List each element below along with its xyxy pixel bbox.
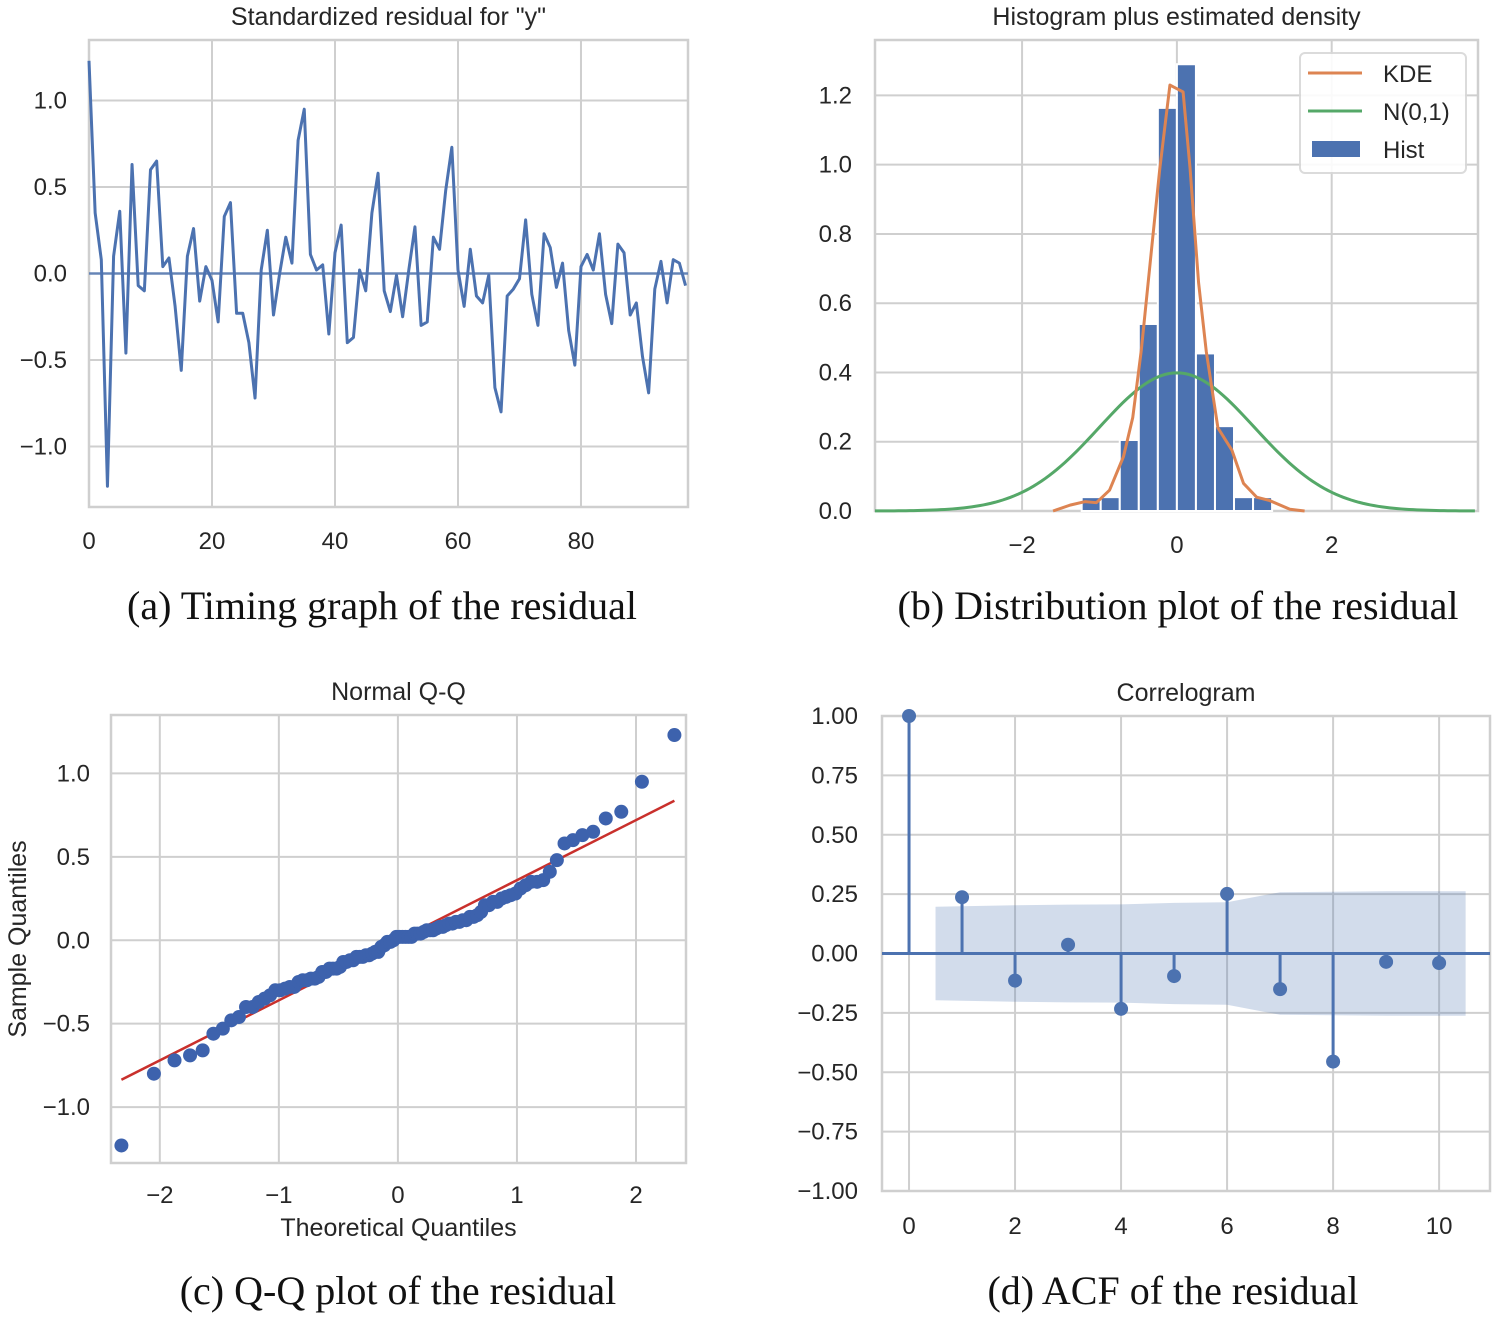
y-tick-label: −0.5: [43, 1011, 90, 1038]
y-tick-label: 0.2: [819, 429, 852, 456]
kde-line: [1052, 83, 1305, 513]
x-tick-label: 60: [445, 528, 472, 555]
x-tick-label: 2: [1008, 1213, 1021, 1240]
histogram-chart: −2 0 2 0.0 0.2 0.4 0.6 0.8 1.0 1.2 Histogram plus …: [819, 3, 1480, 559]
acf-marker: [902, 709, 917, 723]
qq-point: [167, 1053, 182, 1068]
y-tick-label: −1.00: [797, 1178, 858, 1205]
y-tick-label: 0.25: [811, 881, 858, 908]
y-tick-label: 0.0: [57, 927, 90, 954]
y-tick-label: 1.2: [819, 82, 852, 109]
y-tick-label: −0.50: [797, 1059, 858, 1086]
y-tick-label: 0.5: [34, 174, 67, 201]
histogram-bar: [1233, 496, 1255, 513]
residual-line-chart: 0 20 40 60 80 −1.0 −0.5 0.0 0.5 1.0 Standardized r…: [20, 3, 690, 555]
y-tick-label: −0.75: [797, 1119, 858, 1146]
qq-point: [598, 811, 613, 826]
acf-marker: [1008, 973, 1023, 988]
acf-chart: 0 2 4 6 8 10 −1.00 −0.75 −0.50 −0.25 0.00 0.25 0.50 0…: [797, 679, 1492, 1240]
qq-point: [575, 828, 590, 843]
y-tick-label: 0.00: [811, 941, 858, 968]
caption-b: (b) Distribution plot of the residual: [897, 583, 1459, 628]
chart-title: Correlogram: [1117, 679, 1256, 707]
acf-marker: [1061, 937, 1076, 952]
acf-marker: [1273, 982, 1288, 997]
y-tick-label: 0.75: [811, 762, 858, 789]
x-tick-label: 40: [322, 528, 349, 555]
acf-marker: [1326, 1054, 1341, 1069]
x-tick-label: 0: [1170, 532, 1183, 559]
caption-d: (d) ACF of the residual: [987, 1268, 1359, 1313]
qq-point: [614, 804, 629, 819]
y-tick-label: −1.0: [20, 433, 67, 460]
y-tick-label: 0.8: [819, 221, 852, 248]
legend-label: Hist: [1383, 137, 1425, 164]
y-tick-label: −0.5: [20, 347, 67, 374]
acf-marker: [1432, 956, 1447, 970]
y-axis-label: Sample Quantiles: [4, 840, 32, 1037]
normal-density-line: [874, 371, 1475, 513]
qq-plot: −2 −1 0 1 2 −1.0 −0.5 0.0 0.5 1.0 Normal Q-Q Theore…: [4, 678, 688, 1242]
legend-label: KDE: [1383, 61, 1432, 88]
acf-marker: [1220, 886, 1235, 901]
qq-point: [195, 1043, 210, 1058]
histogram-bar: [1118, 439, 1140, 512]
x-tick-label: 0: [902, 1213, 915, 1240]
histogram-bar: [1099, 496, 1121, 513]
x-tick-label: −1: [265, 1182, 292, 1209]
qq-point: [542, 864, 557, 879]
x-tick-label: 2: [1325, 532, 1338, 559]
y-tick-label: 1.0: [819, 152, 852, 179]
y-tick-label: 0.6: [819, 290, 852, 317]
y-tick-label: −0.25: [797, 1000, 858, 1027]
qq-point: [634, 774, 649, 789]
x-tick-label: −2: [146, 1182, 173, 1209]
acf-marker: [1114, 1001, 1129, 1016]
qq-point: [586, 824, 601, 839]
acf-marker: [1167, 969, 1182, 984]
chart-title: Histogram plus estimated density: [992, 3, 1361, 31]
y-tick-label: 1.00: [811, 703, 858, 730]
y-tick-label: 0.5: [57, 844, 90, 871]
x-tick-label: 80: [568, 528, 595, 555]
x-tick-label: 1: [510, 1182, 523, 1209]
acf-marker: [1379, 954, 1394, 969]
qq-point: [549, 853, 564, 868]
acf-stems: [902, 709, 1447, 1069]
y-tick-label: 0.0: [819, 498, 852, 525]
x-tick-label: 0: [82, 528, 95, 555]
qq-point: [146, 1066, 161, 1081]
qq-point: [114, 1138, 129, 1153]
x-tick-label: 6: [1220, 1213, 1233, 1240]
y-tick-label: 0.50: [811, 822, 858, 849]
qq-point: [667, 728, 682, 743]
caption-c: (c) Q-Q plot of the residual: [179, 1268, 617, 1313]
acf-marker: [955, 890, 970, 905]
legend-swatch: [1312, 141, 1360, 157]
y-tick-label: 0.0: [34, 261, 67, 288]
x-tick-label: 20: [199, 528, 226, 555]
x-tick-label: 2: [629, 1182, 642, 1209]
residual-series-line: [87, 60, 687, 488]
qq-point: [183, 1048, 198, 1063]
caption-a: (a) Timing graph of the residual: [127, 583, 637, 628]
y-tick-label: 1.0: [57, 760, 90, 787]
x-tick-label: 4: [1114, 1213, 1127, 1240]
x-tick-label: 0: [391, 1182, 404, 1209]
x-tick-label: 8: [1326, 1213, 1339, 1240]
x-tick-label: −2: [1008, 532, 1035, 559]
x-tick-label: 10: [1426, 1213, 1453, 1240]
x-axis-label: Theoretical Quantiles: [280, 1214, 516, 1242]
qq-point: [231, 1010, 246, 1025]
chart-title: Normal Q-Q: [331, 678, 466, 706]
legend-label: N(0,1): [1383, 99, 1450, 126]
legend: KDE N(0,1) Hist: [1299, 52, 1467, 174]
y-tick-label: −1.0: [43, 1094, 90, 1121]
y-tick-label: 1.0: [34, 88, 67, 115]
y-tick-label: 0.4: [819, 359, 852, 386]
chart-title: Standardized residual for "y": [231, 3, 546, 31]
